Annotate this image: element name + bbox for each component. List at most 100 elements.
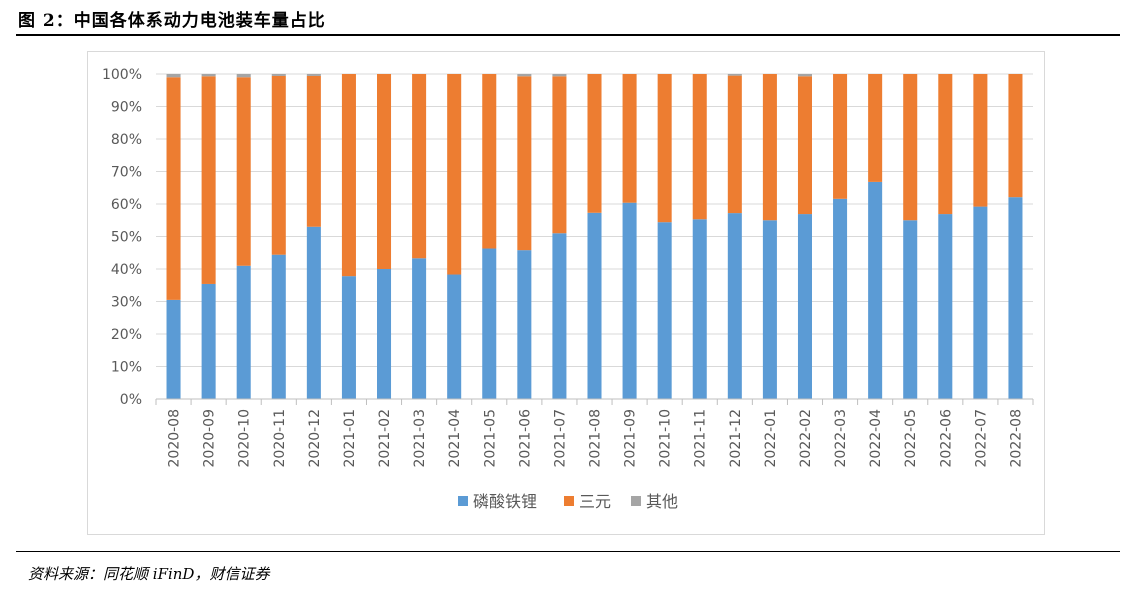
bar-segment-lfp — [552, 233, 567, 399]
bar-segment-lfp — [657, 222, 672, 399]
bar-segment-ternary — [236, 77, 251, 266]
bar-segment-lfp — [412, 258, 427, 399]
x-tick-label: 2020-12 — [307, 409, 323, 468]
x-tick-label: 2021-05 — [482, 409, 498, 468]
bar-segment-ternary — [377, 74, 392, 269]
bar-segment-lfp — [903, 220, 918, 399]
bar-segment-lfp — [377, 269, 392, 399]
bar-segment-other — [306, 74, 321, 76]
bar-segment-other — [271, 74, 286, 76]
bar-segment-lfp — [306, 226, 321, 399]
bar-segment-lfp — [797, 214, 812, 399]
x-tick-label: 2021-12 — [728, 409, 744, 468]
bar-segment-ternary — [868, 74, 883, 182]
bar-segment-lfp — [236, 265, 251, 399]
x-tick-label: 2021-01 — [342, 409, 358, 468]
x-tick-label: 2021-02 — [377, 409, 393, 468]
y-tick-label: 80% — [111, 132, 142, 148]
bar-segment-ternary — [517, 76, 532, 251]
bar-segment-lfp — [201, 283, 216, 399]
x-tick-label: 2020-11 — [272, 409, 288, 468]
y-tick-label: 20% — [111, 327, 142, 343]
bar-segment-other — [797, 74, 812, 77]
x-tick-label: 2021-06 — [517, 409, 533, 468]
x-tick-label: 2022-01 — [763, 409, 779, 468]
bar-segment-ternary — [552, 76, 567, 234]
bar-segment-ternary — [1008, 74, 1023, 198]
x-tick-label: 2021-03 — [412, 409, 428, 468]
y-tick-label: 10% — [111, 360, 142, 376]
bar-segment-other — [166, 74, 181, 78]
bar-segment-ternary — [833, 74, 848, 199]
bar-segment-ternary — [903, 74, 918, 221]
bar-segment-ternary — [622, 74, 637, 203]
x-tick-label: 2021-11 — [693, 409, 709, 468]
x-tick-label: 2022-04 — [868, 409, 884, 468]
bar-segment-lfp — [517, 250, 532, 399]
x-tick-label: 2022-05 — [903, 409, 919, 468]
y-tick-label: 70% — [111, 165, 142, 181]
bar-segment-ternary — [762, 74, 777, 221]
source-note: 资料来源：同花顺 iFinD，财信证券 — [28, 565, 270, 583]
x-tick-label: 2022-07 — [973, 409, 989, 468]
bar-segment-lfp — [692, 219, 707, 399]
figure-title: 图 2：中国各体系动力电池装车量占比 — [18, 11, 326, 31]
stacked-bar-chart: 0% 10% 20% 30% 40% 50% 60% 70% 80% 90% 100% 2020-0… — [102, 67, 1034, 511]
x-tick-label: 2021-08 — [588, 409, 604, 468]
bar-segment-ternary — [938, 74, 953, 215]
bar-segment-ternary — [201, 76, 216, 284]
bar-segment-ternary — [727, 75, 742, 214]
bar-segment-lfp — [762, 220, 777, 399]
bar-segment-ternary — [447, 74, 462, 275]
legend-swatch — [458, 496, 468, 506]
bar-segment-lfp — [447, 274, 462, 399]
x-tick-label: 2020-10 — [237, 409, 253, 468]
bar-segment-lfp — [1008, 197, 1023, 399]
legend-swatch — [631, 496, 641, 506]
bar-segment-other — [552, 74, 567, 77]
top-rule — [16, 34, 1120, 36]
y-tick-label: 50% — [111, 230, 142, 246]
x-tick-label: 2020-08 — [167, 409, 183, 468]
bottom-rule — [16, 551, 1120, 552]
bar-segment-lfp — [727, 213, 742, 399]
y-tick-label: 60% — [111, 197, 142, 213]
bar-segment-ternary — [973, 74, 988, 207]
x-tick-label: 2022-08 — [1008, 409, 1024, 468]
y-tick-label: 40% — [111, 262, 142, 278]
bar-segment-lfp — [938, 214, 953, 399]
bar-segment-lfp — [973, 206, 988, 399]
y-tick-label: 100% — [102, 67, 142, 83]
legend-label: 磷酸铁锂 — [473, 492, 537, 511]
bar-segment-ternary — [271, 75, 286, 255]
bar-segment-ternary — [587, 74, 602, 213]
bar-segment-lfp — [833, 198, 848, 399]
bar-segment-other — [727, 74, 742, 76]
bar-segment-lfp — [868, 181, 883, 399]
y-tick-label: 0% — [120, 392, 142, 408]
bar-segment-ternary — [306, 75, 321, 227]
legend-label: 其他 — [646, 492, 678, 511]
bar-segment-lfp — [166, 299, 181, 399]
chart-area: 0% 10% 20% 30% 40% 50% 60% 70% 80% 90% 100% 2020-0… — [87, 51, 1045, 535]
legend-swatch — [564, 496, 574, 506]
bar-segment-lfp — [482, 248, 497, 399]
x-tick-label: 2021-04 — [447, 409, 463, 468]
legend-label: 三元 — [579, 492, 611, 511]
x-tick-label: 2021-10 — [658, 409, 674, 468]
x-tick-label: 2022-06 — [938, 409, 954, 468]
bar-segment-ternary — [657, 74, 672, 223]
x-tick-label: 2020-09 — [202, 409, 218, 468]
y-tick-label: 90% — [111, 100, 142, 116]
bar-segment-other — [517, 74, 532, 77]
y-tick-label: 30% — [111, 295, 142, 311]
bar-segment-ternary — [341, 74, 356, 277]
bar-segment-lfp — [341, 276, 356, 399]
bar-segment-ternary — [412, 74, 427, 259]
x-tick-label: 2022-02 — [798, 409, 814, 468]
bar-segment-ternary — [166, 77, 181, 300]
bar-segment-lfp — [271, 254, 286, 399]
bar-segment-ternary — [797, 76, 812, 215]
x-tick-label: 2021-07 — [552, 409, 568, 468]
x-tick-label: 2021-09 — [623, 409, 639, 468]
